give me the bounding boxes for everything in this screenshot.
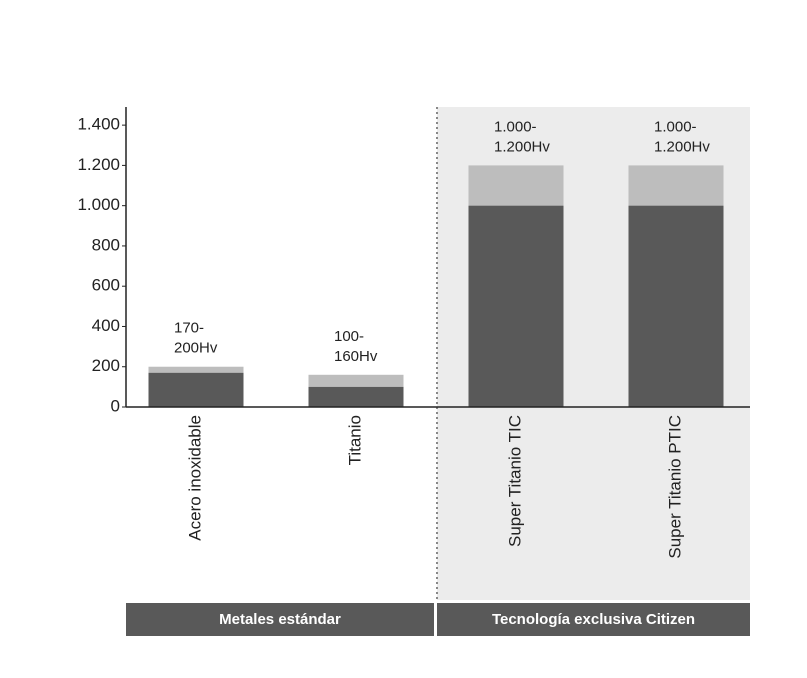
- x-tick-label: Super Titanio TIC: [505, 415, 524, 547]
- y-tick-label: 800: [92, 235, 120, 254]
- bar: [308, 386, 404, 407]
- y-tick-label: 1.200: [77, 155, 120, 174]
- value-label: 1.000-1.200Hv: [494, 118, 550, 155]
- x-tick-label: Acero inoxidable: [185, 415, 204, 541]
- bar: [468, 205, 564, 407]
- bar: [628, 205, 724, 407]
- x-tick-label: Super Titanio PTIC: [665, 415, 684, 559]
- bar-range: [308, 374, 404, 387]
- y-tick-label: 1.000: [77, 195, 120, 214]
- group-box: [126, 603, 434, 636]
- bar-range: [148, 366, 244, 373]
- y-tick-label: 200: [92, 356, 120, 375]
- y-tick-label: 400: [92, 316, 120, 335]
- y-tick-label: 600: [92, 276, 120, 295]
- value-label: 170-200Hv: [174, 320, 218, 357]
- x-tick-label: Titanio: [345, 415, 364, 465]
- value-label: 1.000-1.200Hv: [654, 118, 710, 155]
- group-label: Metales estándar: [219, 611, 341, 628]
- y-tick-label: 0: [111, 396, 120, 415]
- bar: [148, 372, 244, 407]
- value-label: 100-160Hv: [334, 328, 378, 365]
- bar-range: [628, 165, 724, 206]
- group-box: [437, 603, 750, 636]
- bar-range: [468, 165, 564, 206]
- y-tick-label: 1.400: [77, 115, 120, 134]
- group-label: Tecnología exclusiva Citizen: [492, 611, 695, 628]
